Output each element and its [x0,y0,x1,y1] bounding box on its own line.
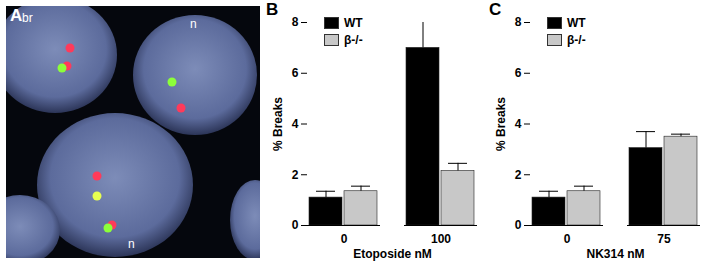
svg-text:2: 2 [292,168,299,182]
svg-text:0: 0 [292,218,299,232]
svg-text:% Breaks: % Breaks [494,97,508,151]
svg-text:100: 100 [431,232,451,246]
svg-text:2: 2 [515,168,522,182]
svg-text:4: 4 [515,117,522,131]
svg-text:n: n [128,237,135,251]
svg-text:6: 6 [292,66,299,80]
html-text:β-/-: β-/- [567,33,586,47]
svg-text:% Breaks: % Breaks [271,97,285,151]
svg-text:4: 4 [292,117,299,131]
svg-text:0: 0 [515,218,522,232]
svg-text:75: 75 [657,232,671,246]
svg-text:6: 6 [515,66,522,80]
svg-text:0: 0 [564,232,571,246]
svg-text:br: br [22,11,33,25]
html-text:WT: WT [567,16,586,30]
svg-text:n: n [190,17,197,31]
svg-text:Etoposide nM: Etoposide nM [353,247,432,261]
svg-text:8: 8 [292,15,299,29]
svg-text:0: 0 [341,232,348,246]
svg-text:NK314 nM: NK314 nM [586,247,644,261]
html-text:WT: WT [344,16,363,30]
html-text:B: B [266,0,279,19]
html-text:A: A [10,6,23,25]
html-text:β-/-: β-/- [344,33,363,47]
svg-text:8: 8 [515,15,522,29]
html-text:C: C [489,0,502,19]
